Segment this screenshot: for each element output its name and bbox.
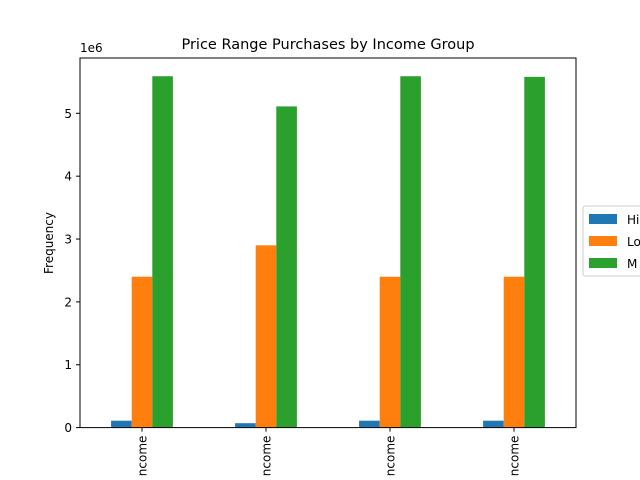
chart-title: Price Range Purchases by Income Group xyxy=(181,37,474,53)
y-axis-label: Frequency xyxy=(42,212,56,274)
y-tick-label-4: 4 xyxy=(64,170,72,184)
x-tick-label-3: ncome xyxy=(384,436,398,477)
legend-label-m: M xyxy=(627,257,637,271)
y-axis-ticks: 0 1 2 3 4 5 xyxy=(64,107,80,435)
legend-label-lo: Lo xyxy=(627,235,640,249)
bar-hi-1 xyxy=(111,420,132,428)
y-tick-label-5: 5 xyxy=(64,107,72,121)
bar-lo-1 xyxy=(131,276,153,428)
bar-m-2 xyxy=(276,106,297,428)
bar-lo-4 xyxy=(503,276,525,428)
bar-hi-2 xyxy=(235,423,256,428)
legend-label-hi: Hi xyxy=(627,213,639,227)
y-tick-label-2: 2 xyxy=(64,295,72,309)
x-tick-label-1: ncome xyxy=(136,436,150,477)
x-tick-label-2: ncome xyxy=(260,436,274,477)
legend: Hi Lo M xyxy=(582,205,640,277)
bar-m-3 xyxy=(400,76,421,428)
y-tick-label-0: 0 xyxy=(64,421,72,435)
bar-m-4 xyxy=(524,76,545,428)
x-axis-ticks: ncome ncome ncome ncome xyxy=(136,427,522,477)
bars-layer xyxy=(111,76,545,428)
y-tick-label-1: 1 xyxy=(64,358,72,372)
bar-m-1 xyxy=(152,76,173,428)
legend-swatch-m xyxy=(589,258,617,268)
y-axis-offset-label: 1e6 xyxy=(80,41,103,55)
bar-hi-4 xyxy=(483,420,504,428)
bar-lo-2 xyxy=(255,245,277,428)
bar-hi-3 xyxy=(359,420,380,428)
legend-swatch-lo xyxy=(589,236,617,246)
x-tick-label-4: ncome xyxy=(508,436,522,477)
plot-frame xyxy=(79,57,577,429)
y-tick-label-3: 3 xyxy=(64,233,72,247)
legend-swatch-hi xyxy=(589,214,617,224)
bar-lo-3 xyxy=(379,276,401,428)
